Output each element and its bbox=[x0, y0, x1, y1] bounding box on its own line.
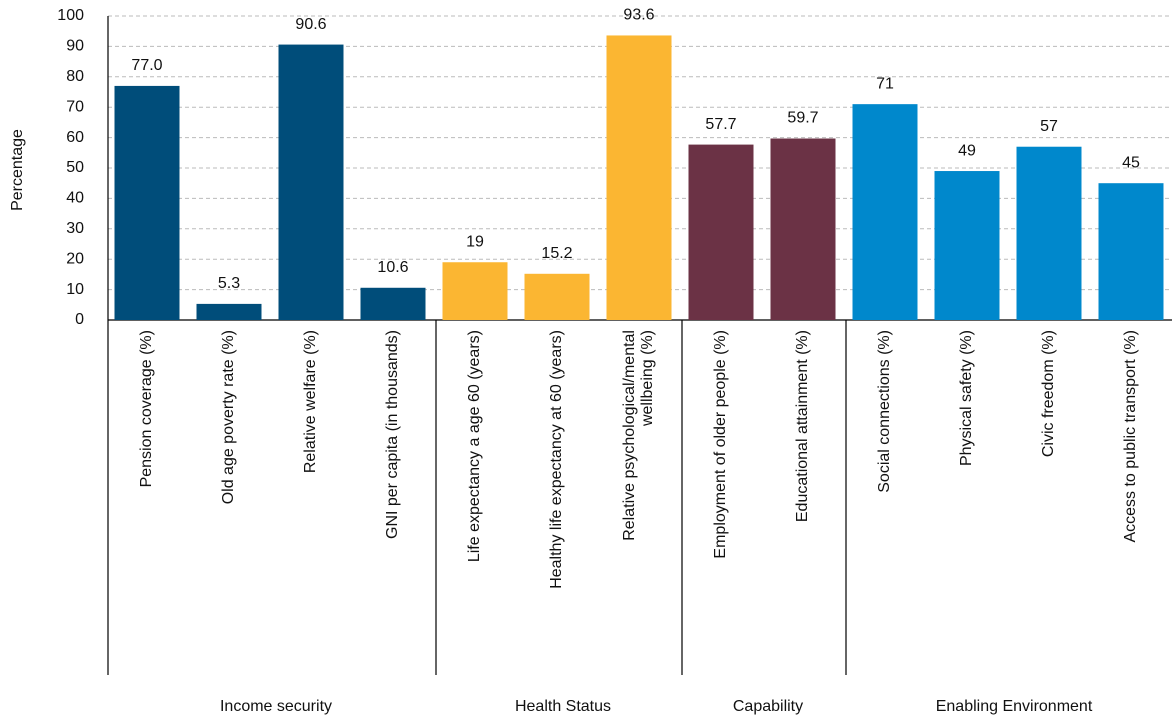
bar bbox=[278, 44, 344, 321]
value-label: 49 bbox=[958, 142, 976, 159]
group-label: Capability bbox=[733, 698, 803, 715]
bar bbox=[1098, 183, 1164, 320]
value-label: 90.6 bbox=[295, 16, 326, 33]
y-tick-label: 60 bbox=[66, 129, 84, 146]
x-tick-label: Relative welfare (%) bbox=[302, 330, 319, 473]
y-tick-label: 70 bbox=[66, 98, 84, 115]
value-label: 57.7 bbox=[705, 116, 736, 133]
value-label: 59.7 bbox=[787, 110, 818, 127]
value-label: 10.6 bbox=[377, 259, 408, 276]
x-tick-label: Access to public transport (%) bbox=[1122, 330, 1139, 543]
y-tick-label: 40 bbox=[66, 190, 84, 207]
value-label: 77.0 bbox=[131, 57, 162, 74]
group-label: Health Status bbox=[515, 698, 611, 715]
x-tick-label: Healthy life expectancy at 60 (years) bbox=[548, 330, 565, 589]
bar bbox=[360, 287, 426, 320]
value-label: 15.2 bbox=[541, 245, 572, 262]
value-label: 71 bbox=[876, 75, 894, 92]
x-tick-label: Pension coverage (%) bbox=[138, 330, 155, 487]
group-label: Enabling Environment bbox=[936, 698, 1093, 715]
y-tick-label: 90 bbox=[66, 38, 84, 55]
bar bbox=[852, 104, 918, 320]
bar bbox=[114, 85, 180, 320]
group-label: Income security bbox=[220, 698, 332, 715]
value-label: 45 bbox=[1122, 154, 1140, 171]
y-tick-label: 50 bbox=[66, 159, 84, 176]
y-tick-label: 80 bbox=[66, 68, 84, 85]
y-tick-label: 20 bbox=[66, 250, 84, 267]
bar bbox=[524, 273, 590, 320]
x-tick-label: Old age poverty rate (%) bbox=[220, 330, 237, 504]
bar bbox=[1016, 146, 1082, 320]
x-tick-label: GNI per capita (in thousands) bbox=[384, 330, 401, 539]
y-tick-label: 0 bbox=[75, 311, 84, 328]
value-label: 93.6 bbox=[623, 7, 654, 24]
x-tick-label: Social connections (%) bbox=[876, 330, 893, 493]
bar bbox=[442, 262, 508, 320]
value-label: 57 bbox=[1040, 118, 1058, 135]
x-tick-label: Life expectancy a age 60 (years) bbox=[466, 330, 483, 562]
bar bbox=[606, 35, 672, 321]
value-label: 19 bbox=[466, 233, 484, 250]
x-tick-label: Civic freedom (%) bbox=[1040, 330, 1057, 457]
y-axis-label: Percentage bbox=[9, 129, 26, 211]
x-tick-label: Educational attainment (%) bbox=[794, 330, 811, 522]
y-tick-label: 30 bbox=[66, 220, 84, 237]
bar bbox=[934, 171, 1000, 320]
y-tick-label: 100 bbox=[57, 7, 84, 24]
x-tick-label: Physical safety (%) bbox=[958, 330, 975, 466]
y-tick-label: 10 bbox=[66, 281, 84, 298]
x-tick-label: Relative psychological/mental wellbeing … bbox=[621, 330, 656, 541]
bar bbox=[196, 303, 262, 320]
bar bbox=[770, 138, 836, 320]
bar bbox=[688, 144, 754, 320]
x-tick-label: Employment of older people (%) bbox=[712, 330, 729, 559]
value-label: 5.3 bbox=[218, 275, 240, 292]
